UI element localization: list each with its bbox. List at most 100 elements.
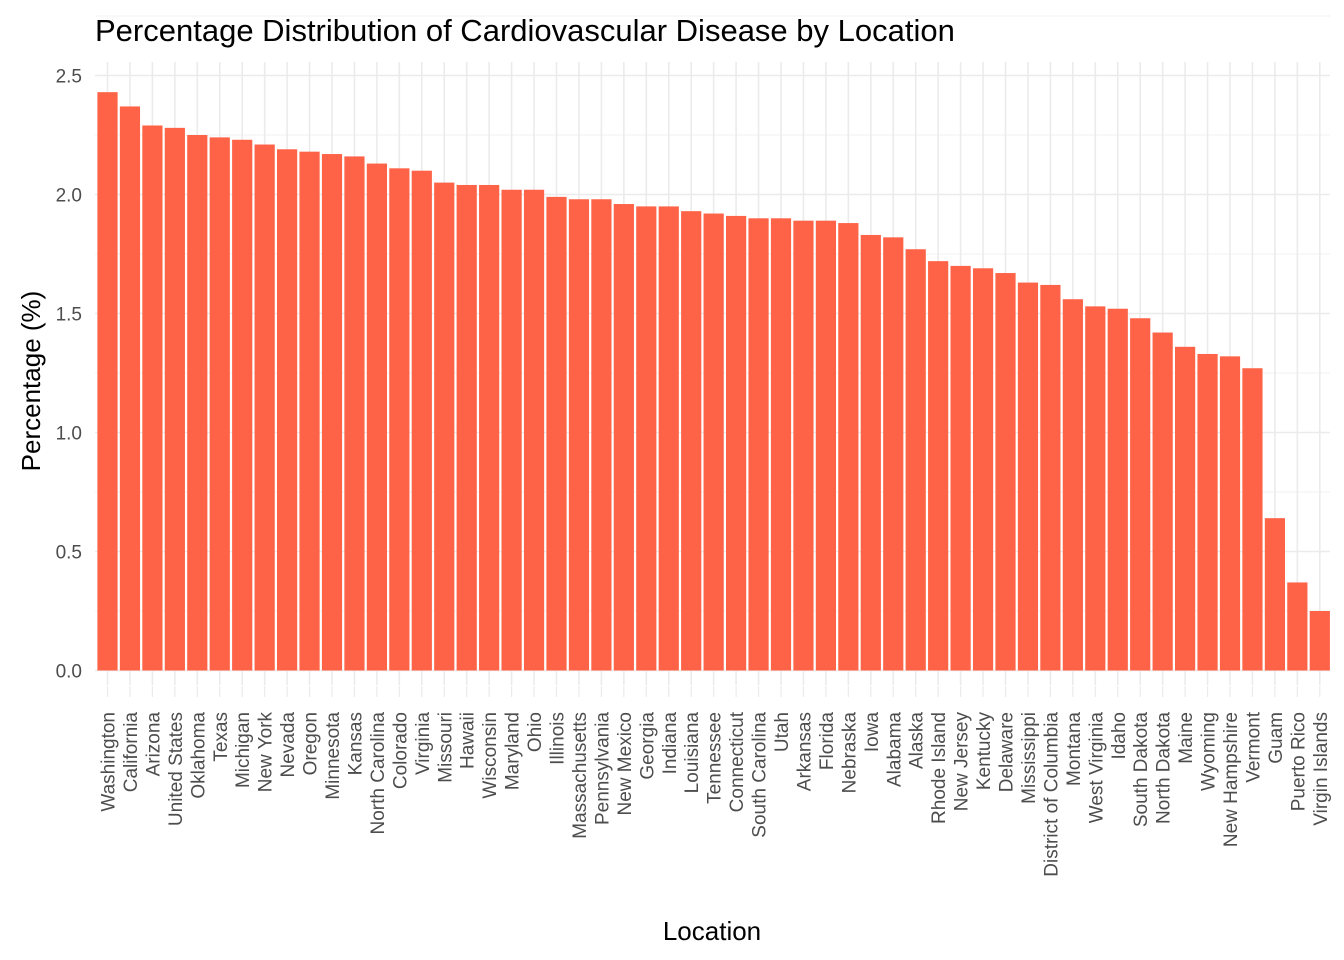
x-tick-label: Texas: [211, 712, 232, 762]
bar-new-york: [254, 144, 275, 671]
bar-virgin-islands: [1309, 611, 1330, 671]
bar-tennessee: [703, 213, 724, 671]
bar-south-dakota: [1130, 318, 1151, 671]
bar-north-dakota: [1152, 332, 1173, 671]
y-tick-label: 2.5: [56, 67, 82, 88]
x-tick-label: North Dakota: [1154, 712, 1175, 824]
x-tick-label: Massachusetts: [570, 712, 591, 839]
x-tick-label: New York: [256, 712, 277, 793]
x-tick-label: Rhode Island: [929, 712, 950, 824]
x-tick-label: Tennessee: [705, 712, 726, 804]
bar-utah: [770, 218, 792, 671]
bar-new-mexico: [613, 204, 634, 671]
x-tick-label: Virginia: [413, 712, 434, 775]
x-tick-label: Arizona: [143, 712, 164, 777]
x-tick-label: Alaska: [907, 712, 928, 769]
x-tick-label: District of Columbia: [1041, 712, 1062, 877]
bar-united-states: [164, 127, 185, 671]
y-tick-labels: 0.0 0.5 1.0 1.5 2.0 2.5: [56, 67, 82, 683]
x-tick-label: North Carolina: [368, 712, 389, 835]
y-axis-title: Percentage (%): [16, 291, 46, 472]
bar-florida: [815, 220, 836, 671]
x-tick-label: Nevada: [278, 712, 299, 778]
x-tick-labels: Washington California Arizona United States…: [99, 686, 1332, 877]
bar-wisconsin: [479, 184, 500, 671]
bar-missouri: [434, 182, 455, 671]
bar-hawaii: [456, 184, 477, 671]
bar-new-hampshire: [1219, 356, 1241, 671]
x-tick-label: Montana: [1064, 712, 1085, 786]
bar-iowa: [860, 234, 881, 671]
x-tick-label: Arkansas: [794, 712, 815, 791]
x-tick-label: Washington: [99, 712, 120, 812]
bar-maryland: [501, 189, 522, 671]
x-tick-label: Oregon: [301, 712, 322, 775]
y-tick-label: 1.0: [56, 424, 82, 445]
x-tick-label: Minnesota: [323, 712, 344, 800]
bar-north-carolina: [366, 163, 387, 671]
bar-west-virginia: [1085, 306, 1106, 671]
bar-oregon: [299, 151, 320, 671]
x-tick-label: California: [121, 712, 142, 793]
y-tick-label: 2.0: [56, 186, 82, 207]
bar-arizona: [142, 125, 163, 671]
bar-massachusetts: [568, 199, 590, 671]
x-tick-label: New Hampshire: [1221, 712, 1242, 847]
x-tick-label: Illinois: [548, 712, 569, 765]
bar-kansas: [344, 156, 365, 671]
x-tick-label: Hawaii: [458, 712, 479, 769]
x-tick-label: Georgia: [637, 712, 658, 780]
bar-virginia: [411, 170, 432, 671]
x-tick-label: Indiana: [660, 712, 681, 775]
x-tick-label: Colorado: [390, 712, 411, 789]
bar-michigan: [232, 139, 253, 671]
y-tick-label: 0.5: [56, 543, 82, 564]
bar-wyoming: [1197, 353, 1218, 671]
x-tick-label: Wisconsin: [480, 712, 501, 799]
x-tick-label: Maine: [1176, 712, 1197, 764]
bar-nebraska: [838, 223, 859, 671]
x-tick-label: Alabama: [884, 712, 905, 787]
x-tick-label: Connecticut: [727, 711, 748, 812]
x-tick-label: Idaho: [1109, 712, 1130, 760]
x-tick-label: Wyoming: [1199, 712, 1220, 791]
bar-guam: [1264, 518, 1285, 671]
x-tick-label: Mississippi: [1019, 712, 1040, 804]
x-tick-label: Delaware: [997, 712, 1018, 792]
bar-nevada: [277, 149, 298, 671]
bar-colorado: [389, 168, 410, 671]
bars-layer: [97, 92, 1330, 671]
bar-california: [119, 106, 141, 671]
x-tick-label: South Dakota: [1131, 712, 1152, 828]
bar-louisiana: [681, 211, 702, 671]
bar-pennsylvania: [591, 199, 612, 671]
x-tick-label: Utah: [772, 712, 793, 752]
bar-connecticut: [726, 215, 747, 671]
x-tick-label: Guam: [1266, 712, 1287, 764]
bar-new-jersey: [950, 265, 971, 671]
bar-ohio: [523, 189, 545, 671]
x-tick-label: New Jersey: [952, 712, 973, 812]
x-tick-label: South Carolina: [750, 712, 771, 838]
bar-montana: [1062, 299, 1083, 671]
x-tick-label: West Virginia: [1086, 712, 1107, 824]
x-tick-label: Oklahoma: [188, 712, 209, 799]
x-tick-label: Virgin Islands: [1311, 712, 1332, 826]
x-tick-label: Ohio: [525, 712, 546, 752]
x-tick-label: Puerto Rico: [1288, 712, 1309, 811]
x-tick-label: Iowa: [862, 712, 883, 753]
bar-vermont: [1242, 368, 1263, 671]
x-tick-label: New Mexico: [615, 712, 636, 815]
bar-alabama: [883, 237, 904, 671]
bar-maine: [1175, 346, 1196, 671]
bar-indiana: [658, 206, 679, 671]
x-tick-label: Florida: [817, 712, 838, 771]
bar-washington: [97, 92, 118, 671]
x-tick-label: Kansas: [345, 712, 366, 775]
x-tick-label: Kentucky: [974, 712, 995, 791]
bar-oklahoma: [187, 135, 208, 671]
y-tick-label: 0.0: [56, 662, 82, 683]
bar-idaho: [1107, 308, 1128, 671]
bar-illinois: [546, 196, 567, 671]
